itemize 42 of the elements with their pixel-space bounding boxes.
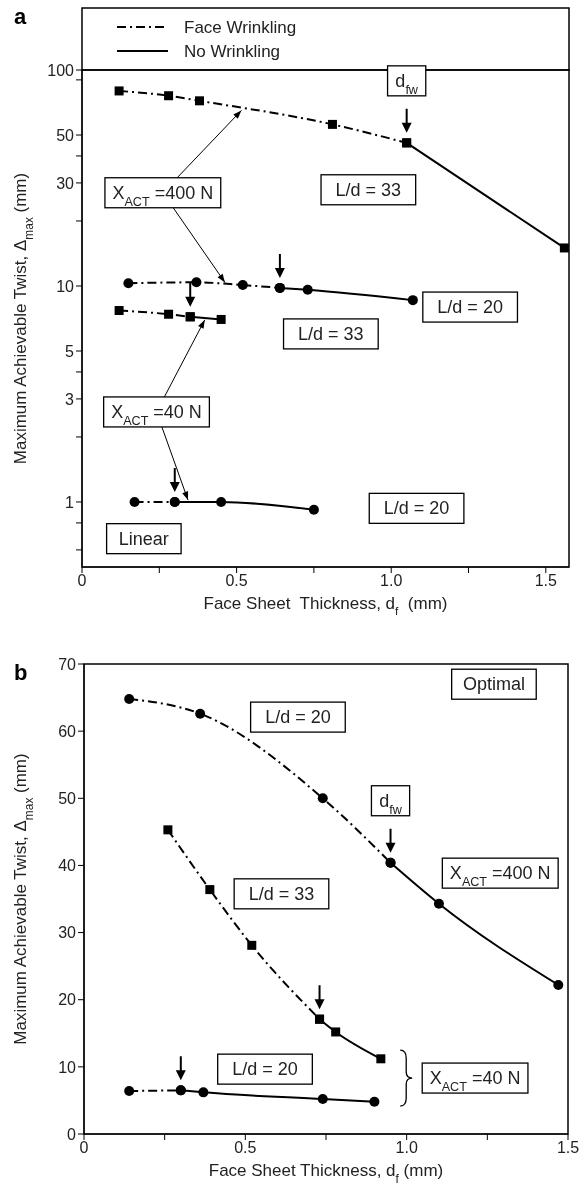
annotation: L/d = 20 [232,1059,298,1080]
y-tick-label: 10 [58,1058,77,1076]
legend-label: Face Wrinkling [184,18,297,37]
annotation: Optimal [462,674,525,695]
y-tick-label: 50 [58,789,77,807]
x-tick-label: 0 [79,1139,89,1157]
y-tick-label: 30 [56,174,75,192]
y-tick-label: 3 [65,390,75,408]
annotation: X$_{ACT}$ =40 N [429,1068,521,1095]
y-tick-label: 5 [65,342,75,360]
x-tick-label: 0.5 [225,572,248,590]
y-tick-label: 20 [58,991,77,1009]
y-tick-label: 70 [58,655,77,673]
y-tick-label: 60 [58,722,77,740]
y-tick-label: 50 [56,126,75,144]
x-tick-label: 0.5 [234,1139,257,1157]
x-tick-label: 1.0 [395,1139,418,1157]
annotation: X$_{ACT}$ =400 N [112,182,214,209]
legend-label: No Wrinkling [184,42,281,61]
chart-title: b [14,660,28,685]
y-tick-label: 30 [58,924,77,942]
chart-title: a [14,4,27,29]
annotation: X$_{ACT}$ =40 N [111,401,202,428]
x-tick-label: 1.5 [556,1139,580,1157]
x-axis-title: Face Sheet Thickness, d$_{f}$ (mm) [208,1161,444,1186]
y-tick-label: 100 [47,61,75,79]
annotation: Linear [118,528,169,549]
annotation: d$_{fw}$ [379,790,403,817]
y-tick-label: 0 [67,1125,77,1143]
x-tick-label: 1.5 [534,572,558,590]
x-tick-label: 1.0 [380,572,403,590]
annotation: L/d = 20 [437,297,503,318]
annotation: L/d = 33 [335,179,402,200]
annotation: X$_{ACT}$ =400 N [449,863,551,890]
annotation: d$_{fw}$ [395,70,419,97]
annotation: L/d = 33 [298,323,364,344]
y-tick-label: 1 [65,493,75,511]
annotation: L/d = 33 [248,883,315,904]
y-tick-label: 40 [58,857,77,875]
y-tick-label: 10 [56,277,75,295]
annotation: L/d = 20 [265,707,331,728]
annotation: L/d = 20 [383,498,450,519]
